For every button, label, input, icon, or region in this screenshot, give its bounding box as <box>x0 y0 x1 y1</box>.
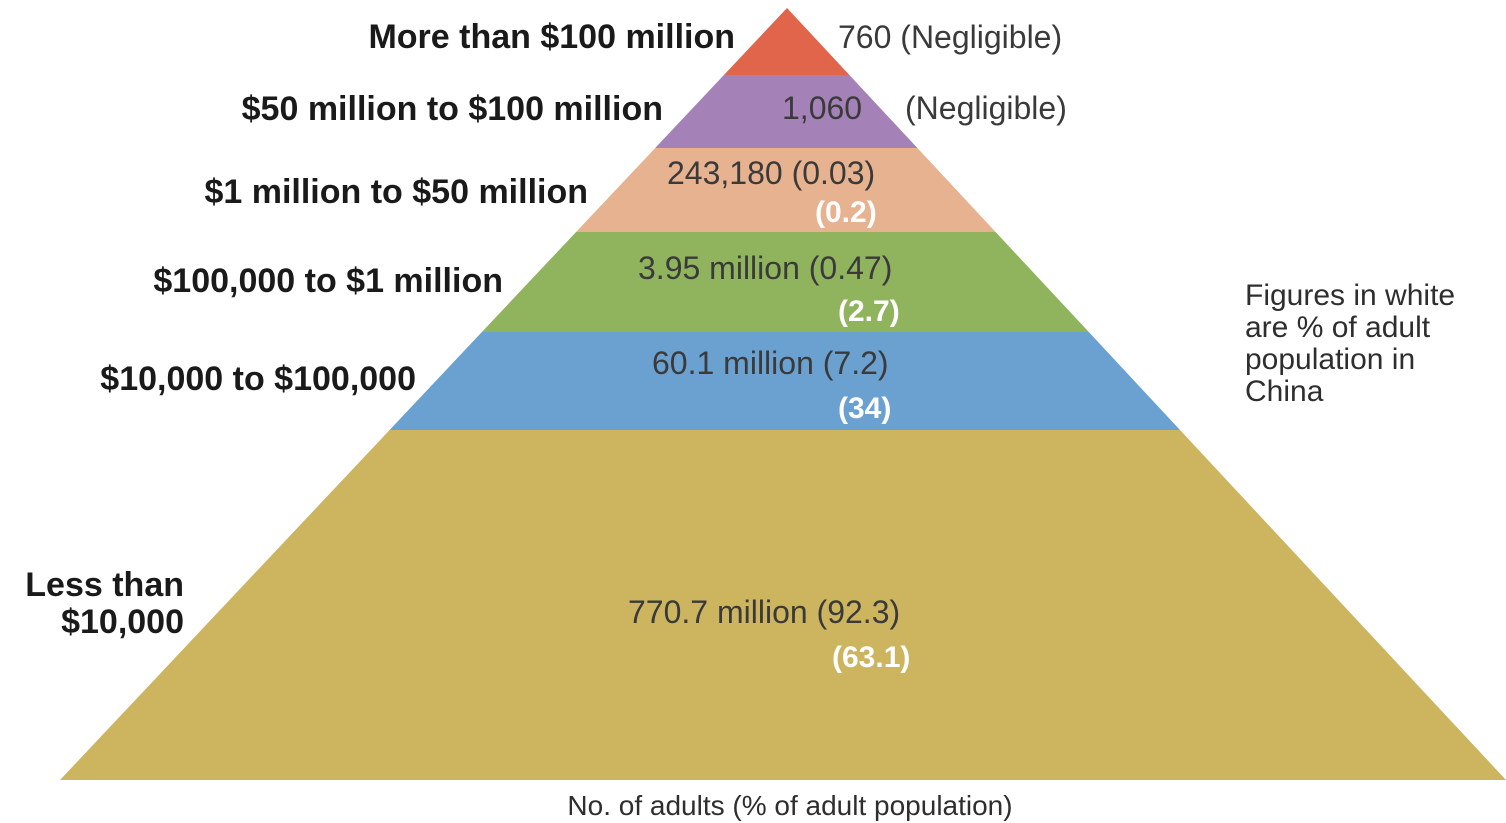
note-line-1: Figures in white <box>1245 279 1455 312</box>
note-line-2: are % of adult <box>1245 311 1431 344</box>
tier-2-band <box>576 148 996 232</box>
tier-1-category: $50 million to $100 million <box>242 90 663 128</box>
tier-2-share: (0.2) <box>815 196 877 229</box>
tier-0-category: More than $100 million <box>368 18 735 56</box>
tier-4-category: $10,000 to $100,000 <box>100 360 416 398</box>
tier-5-share: (63.1) <box>832 641 910 674</box>
x-axis-label: No. of adults (% of adult population) <box>567 790 1012 821</box>
tier-2-category: $1 million to $50 million <box>204 173 588 211</box>
tier-5-value: 770.7 million (92.3) <box>628 594 900 630</box>
tier-3-share: (2.7) <box>838 295 900 328</box>
note-line-3: population in <box>1245 343 1415 376</box>
tier-5-category-line-1: Less than <box>25 566 184 604</box>
tier-0-band <box>723 8 850 75</box>
tier-0-value: 760 (Negligible) <box>838 19 1062 55</box>
tier-4-band <box>389 332 1181 430</box>
tier-3-band <box>481 232 1089 332</box>
tier-4-value: 60.1 million (7.2) <box>652 345 889 381</box>
tier-5-category-line-2: $10,000 <box>61 603 184 641</box>
tier-1-value-suffix: (Negligible) <box>905 90 1067 126</box>
tier-4-share: (34) <box>838 392 891 425</box>
tier-3-value: 3.95 million (0.47) <box>638 250 892 286</box>
tier-3-category: $100,000 to $1 million <box>153 262 503 300</box>
tier-1-value: 1,060 <box>782 90 862 126</box>
tier-1-band <box>655 75 918 148</box>
note-line-4: China <box>1245 375 1324 408</box>
tier-2-value: 243,180 (0.03) <box>667 155 875 191</box>
tier-5-band <box>60 430 1506 780</box>
